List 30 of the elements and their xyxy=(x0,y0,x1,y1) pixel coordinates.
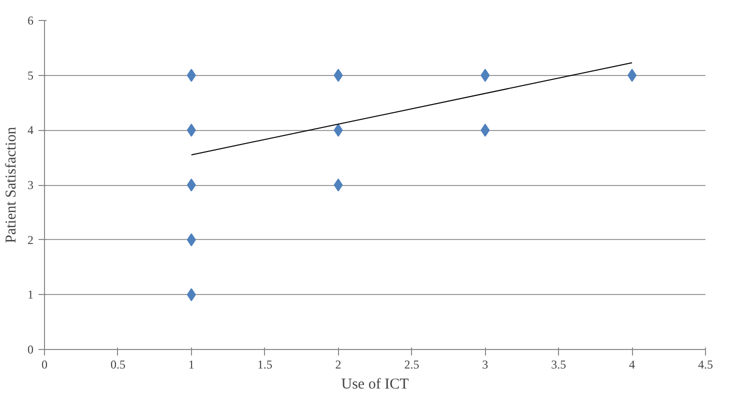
y-tick-label: 6 xyxy=(28,14,34,28)
point xyxy=(186,178,196,192)
x-tick-label: 4.5 xyxy=(698,358,713,372)
x-tick-label: 0.5 xyxy=(110,358,126,372)
y-tick-label: 5 xyxy=(28,68,34,82)
point xyxy=(186,68,196,82)
x-axis-title: Use of ICT xyxy=(341,376,409,392)
point xyxy=(186,288,196,302)
point xyxy=(628,68,637,82)
point xyxy=(186,233,196,246)
y-tick-label: 3 xyxy=(28,178,34,192)
y-tick-label: 4 xyxy=(28,123,34,138)
point xyxy=(480,68,490,82)
y-axis-title: Patient Satisfaction xyxy=(4,126,20,244)
y-tick-label: 0 xyxy=(28,342,34,356)
point xyxy=(480,124,490,137)
point xyxy=(334,124,343,137)
point xyxy=(334,178,343,192)
x-tick-label: 3 xyxy=(482,358,488,372)
x-tick-label: 2 xyxy=(335,358,342,372)
point xyxy=(334,68,343,82)
y-tick-label: 2 xyxy=(28,232,34,247)
x-tick-label: 3.5 xyxy=(551,358,566,372)
x-tick-label: 1.5 xyxy=(257,358,272,372)
y-tick-label: 1 xyxy=(28,288,34,302)
x-tick-label: 4 xyxy=(629,358,636,372)
x-tick-label: 0 xyxy=(42,358,48,372)
x-tick-label: 2.5 xyxy=(404,358,420,372)
point xyxy=(186,124,196,137)
x-tick-label: 1 xyxy=(188,358,194,372)
